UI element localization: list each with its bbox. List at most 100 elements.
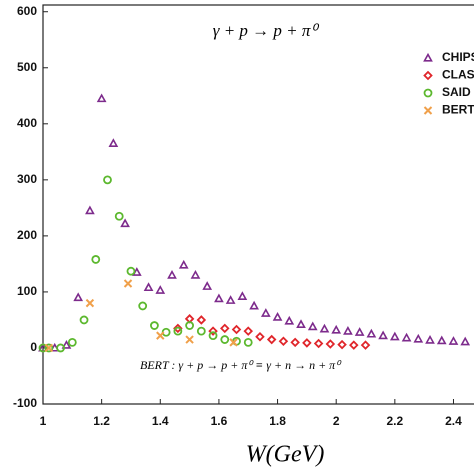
- data-point: [231, 324, 242, 335]
- data-point: [143, 282, 154, 292]
- legend-marker: [423, 70, 433, 81]
- data-point: [126, 266, 136, 276]
- legend-marker: [423, 106, 433, 115]
- data-point: [103, 175, 112, 185]
- data-point: [173, 323, 183, 334]
- x-tick-label: 1.6: [211, 414, 228, 428]
- data-point: [366, 328, 377, 338]
- data-point: [214, 293, 224, 303]
- data-point: [360, 340, 371, 350]
- data-point: [190, 269, 201, 279]
- legend-marker: [423, 88, 433, 98]
- data-point: [284, 315, 295, 325]
- x-tick-label: 1: [40, 414, 47, 428]
- data-point: [38, 343, 48, 353]
- x-tick-label: 1.2: [93, 414, 110, 428]
- data-point: [44, 343, 54, 353]
- y-tick-label: 100: [17, 284, 37, 298]
- data-point: [208, 331, 218, 341]
- data-point: [196, 326, 206, 336]
- x-tick-label: 1.4: [152, 414, 169, 428]
- data-point: [266, 334, 277, 345]
- y-tick-label: 600: [17, 4, 37, 18]
- data-point: [196, 315, 207, 325]
- data-point: [167, 269, 177, 279]
- data-point: [85, 298, 95, 308]
- data-point: [85, 205, 95, 215]
- x-tick-label: 2.2: [386, 414, 403, 428]
- data-point: [354, 327, 365, 336]
- data-point: [67, 337, 77, 347]
- y-tick-label: 0: [30, 340, 37, 354]
- annotation: BERT : γ + p → p + π⁰ ≡ γ + n → n + π⁰: [140, 358, 342, 372]
- data-point: [91, 255, 101, 264]
- data-point: [460, 336, 471, 346]
- data-point: [173, 326, 183, 336]
- data-point: [296, 319, 306, 329]
- data-point: [138, 301, 148, 311]
- data-point: [73, 292, 84, 302]
- data-point: [156, 331, 165, 340]
- data-point: [150, 321, 159, 330]
- data-point: [185, 321, 194, 330]
- data-point: [155, 285, 166, 294]
- legend-label: CHIPS: [442, 50, 474, 64]
- data-point: [413, 333, 424, 343]
- legend-label: SAID: [442, 85, 471, 99]
- data-point: [243, 337, 253, 347]
- data-point: [114, 211, 124, 221]
- y-tick-label: 500: [17, 60, 37, 74]
- data-point: [425, 334, 435, 344]
- data-point: [202, 281, 213, 290]
- data-point: [79, 315, 89, 325]
- y-tick-label: 400: [17, 116, 37, 130]
- data-point: [313, 338, 324, 349]
- x-axis-label: W(GeV): [246, 442, 325, 468]
- x-tick-label: 2.4: [445, 414, 462, 428]
- x-tick-label: 1.8: [269, 414, 286, 428]
- data-point: [436, 335, 447, 345]
- data-point: [96, 93, 107, 103]
- data-point: [225, 295, 236, 304]
- data-point: [337, 339, 347, 350]
- data-point: [123, 279, 133, 288]
- y-tick-label: 200: [17, 228, 37, 242]
- legend-label: CLAS: [442, 68, 474, 82]
- data-point: [319, 323, 330, 333]
- data-point: [220, 335, 230, 344]
- data-point: [349, 340, 359, 350]
- data-point: [325, 339, 336, 349]
- data-point: [56, 343, 65, 353]
- data-point: [178, 259, 189, 269]
- data-point: [61, 340, 72, 349]
- plot-frame: [42, 4, 474, 405]
- data-point: [389, 331, 400, 341]
- x-tick-label: 2: [333, 414, 340, 428]
- data-point: [229, 338, 238, 347]
- data-point: [185, 335, 194, 344]
- data-point: [44, 343, 54, 353]
- data-point: [272, 311, 283, 321]
- data-point: [249, 300, 259, 310]
- legend-label: BERT: [442, 103, 474, 117]
- data-point: [448, 336, 459, 345]
- data-point: [220, 323, 230, 334]
- data-point: [331, 324, 342, 334]
- data-point: [307, 321, 318, 331]
- y-tick-label: 300: [17, 172, 37, 186]
- data-point: [255, 331, 265, 342]
- data-point: [290, 337, 300, 348]
- data-point: [120, 218, 130, 228]
- data-point: [343, 326, 353, 335]
- data-point: [260, 308, 271, 317]
- data-point: [378, 330, 388, 340]
- data-point: [208, 326, 218, 336]
- data-point: [108, 138, 119, 148]
- data-point: [278, 336, 289, 347]
- data-point: [401, 332, 412, 342]
- data-point: [243, 326, 254, 336]
- data-point: [237, 291, 248, 301]
- data-point: [302, 338, 312, 348]
- y-tick-label: -100: [13, 396, 37, 410]
